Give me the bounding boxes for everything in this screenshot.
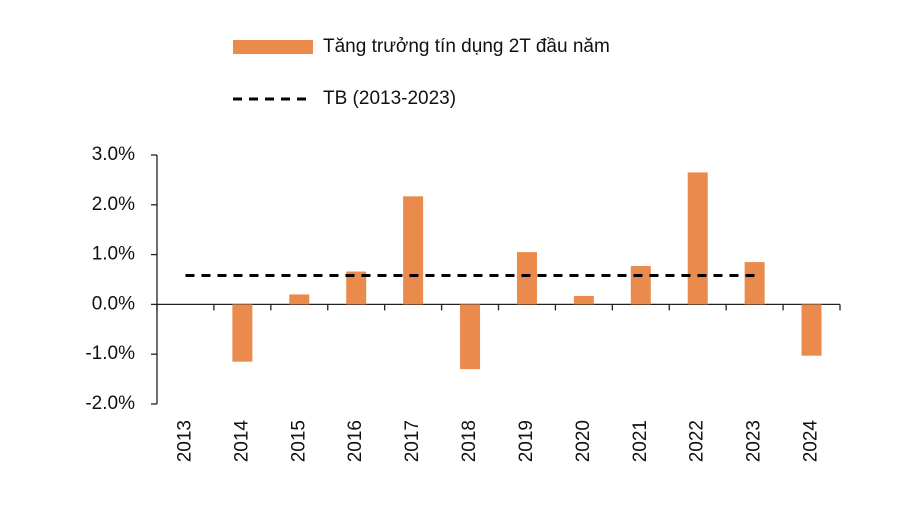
x-tick-label: 2013: [174, 420, 195, 462]
y-tick-label: 1.0%: [92, 244, 135, 265]
x-tick-label: 2016: [345, 420, 366, 462]
bar: [630, 266, 651, 305]
y-tick-label: -2.0%: [85, 393, 135, 414]
x-tick-label: 2021: [630, 420, 651, 462]
x-tick-label: 2019: [516, 420, 537, 462]
bar: [687, 172, 708, 305]
legend-swatch: [233, 40, 313, 54]
y-tick-label: 3.0%: [92, 144, 135, 165]
bar: [289, 294, 310, 305]
bar: [460, 304, 481, 370]
legend-label: TB (2013-2023): [323, 88, 456, 109]
y-tick-label: -1.0%: [85, 343, 135, 364]
bar: [232, 304, 253, 362]
bar: [403, 196, 424, 305]
x-tick-label: 2020: [573, 420, 594, 462]
bar: [573, 295, 594, 305]
bar: [801, 304, 822, 356]
x-tick-label: 2017: [402, 420, 423, 462]
x-tick-label: 2014: [231, 420, 252, 463]
x-tick-label: 2024: [801, 420, 822, 463]
x-tick-label: 2022: [687, 420, 708, 462]
bar: [516, 252, 537, 305]
x-tick-label: 2018: [459, 420, 480, 462]
x-tick-label: 2023: [744, 420, 765, 462]
x-tick-label: 2015: [288, 420, 309, 462]
bar: [346, 271, 367, 305]
legend-label: Tăng trưởng tín dụng 2T đầu năm: [323, 36, 610, 57]
y-tick-label: 2.0%: [92, 194, 135, 215]
bar: [744, 262, 765, 305]
y-tick-label: 0.0%: [92, 293, 135, 314]
